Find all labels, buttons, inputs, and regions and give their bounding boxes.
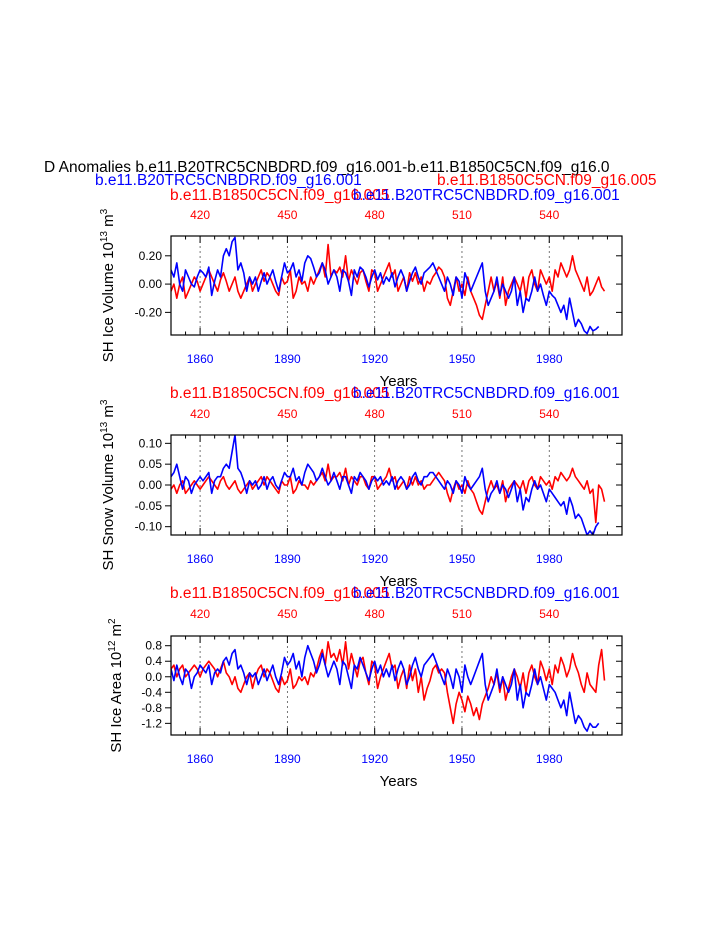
top-tick-label-420: 420 (190, 208, 210, 222)
top-tick-label-510: 510 (452, 407, 472, 421)
top-tick-label-420: 420 (190, 607, 210, 621)
top-tick-label-450: 450 (277, 208, 297, 222)
y-axis-label-part: SH Ice Volume 10 (100, 242, 117, 362)
top-tick-label-420: 420 (190, 407, 210, 421)
panel-right-label: b.e11.B20TRC5CNBDRD.f09_g16.001 (353, 187, 620, 204)
header-left-run: b.e11.B20TRC5CNBDRD.f09_g16.001 (95, 172, 362, 189)
panel-right-label: b.e11.B20TRC5CNBDRD.f09_g16.001 (353, 585, 620, 602)
x-tick-label-1860: 1860 (187, 752, 214, 766)
y-tick-label-0.8: 0.8 (145, 639, 162, 653)
plot-frame (170, 235, 623, 336)
y-tick-label--0.05: -0.05 (135, 499, 163, 513)
control-series-line (171, 640, 606, 725)
x-tick-label-1950: 1950 (449, 552, 476, 566)
top-tick-label-510: 510 (452, 607, 472, 621)
y-axis-label-part: SH Ice Area 10 (108, 652, 125, 753)
x-axis-label: Years (380, 573, 418, 590)
plot-frame (170, 635, 623, 736)
y-axis-label: SH Ice Volume 1013 m3 (99, 208, 117, 362)
y-tick-label--0.8: -0.8 (141, 701, 162, 715)
x-tick-label-1980: 1980 (536, 352, 563, 366)
series-group (171, 640, 606, 732)
y-axis-label-part: 12 (107, 640, 118, 652)
y-tick-label-0.10: 0.10 (139, 436, 163, 450)
y-tick-label-0.20: 0.20 (139, 249, 163, 263)
top-tick-label-480: 480 (365, 407, 385, 421)
x-tick-label-1890: 1890 (274, 352, 301, 366)
y-axis-label: SH Ice Area 1012 m2 (107, 618, 125, 753)
x-tick-label-1920: 1920 (361, 752, 388, 766)
snow-volume-panel: b.e11.B1850C5CN.f09_g16.005b.e11.B20TRC5… (99, 385, 623, 590)
top-tick-label-540: 540 (539, 607, 559, 621)
y-tick-label--0.4: -0.4 (141, 685, 162, 699)
x-tick-label-1980: 1980 (536, 752, 563, 766)
y-tick-label-0.0: 0.0 (145, 670, 162, 684)
y-axis-label-part: 3 (99, 399, 110, 405)
y-tick-label-0.05: 0.05 (139, 457, 163, 471)
y-axis-label-part: 2 (107, 618, 118, 624)
x-tick-label-1980: 1980 (536, 552, 563, 566)
figure-title: D Anomalies b.e11.B20TRC5CNBDRD.f09_g16.… (44, 159, 610, 176)
top-tick-label-480: 480 (365, 607, 385, 621)
x-axis-label: Years (380, 373, 418, 390)
transient-series-line (171, 644, 600, 732)
transient-series-line (171, 236, 600, 335)
x-tick-label-1890: 1890 (274, 752, 301, 766)
x-tick-label-1890: 1890 (274, 552, 301, 566)
ice-volume-panel: b.e11.B1850C5CN.f09_g16.005b.e11.B20TRC5… (99, 187, 623, 390)
top-tick-label-450: 450 (277, 607, 297, 621)
y-tick-label-0.4: 0.4 (145, 654, 162, 668)
series-group (171, 435, 606, 535)
top-tick-label-540: 540 (539, 407, 559, 421)
series-group (171, 236, 606, 335)
y-axis-label-part: m (100, 214, 117, 231)
y-axis-label-part: 13 (99, 421, 110, 433)
y-axis-label-part: m (100, 405, 117, 422)
panel-left-label: b.e11.B1850C5CN.f09_g16.005 (170, 585, 389, 602)
header-right-run: b.e11.B1850C5CN.f09_g16.005 (437, 172, 656, 189)
y-axis-label-part: SH Snow Volume 10 (100, 433, 117, 571)
y-axis-label-part: 13 (99, 231, 110, 243)
transient-series-line (171, 435, 600, 535)
x-tick-label-1920: 1920 (361, 352, 388, 366)
y-tick-label-0.00: 0.00 (139, 478, 163, 492)
panel-left-label: b.e11.B1850C5CN.f09_g16.005 (170, 187, 389, 204)
x-axis-label: Years (380, 773, 418, 790)
y-tick-label--1.2: -1.2 (141, 716, 162, 730)
y-tick-label--0.20: -0.20 (135, 305, 163, 319)
control-series-line (171, 243, 606, 321)
y-axis-label-part: 3 (99, 208, 110, 214)
control-series-line (171, 463, 606, 524)
x-tick-label-1860: 1860 (187, 552, 214, 566)
panel-right-label: b.e11.B20TRC5CNBDRD.f09_g16.001 (353, 385, 620, 402)
top-tick-label-540: 540 (539, 208, 559, 222)
y-tick-label-0.00: 0.00 (139, 277, 163, 291)
top-tick-label-510: 510 (452, 208, 472, 222)
y-axis-label: SH Snow Volume 1013 m3 (99, 399, 117, 570)
ice-area-panel: b.e11.B1850C5CN.f09_g16.005b.e11.B20TRC5… (107, 585, 623, 790)
y-tick-label--0.10: -0.10 (135, 520, 163, 534)
x-tick-label-1920: 1920 (361, 552, 388, 566)
x-tick-label-1860: 1860 (187, 352, 214, 366)
top-tick-label-450: 450 (277, 407, 297, 421)
top-tick-label-480: 480 (365, 208, 385, 222)
x-tick-label-1950: 1950 (449, 352, 476, 366)
y-axis-label-part: m (108, 624, 125, 641)
panel-left-label: b.e11.B1850C5CN.f09_g16.005 (170, 385, 389, 402)
x-tick-label-1950: 1950 (449, 752, 476, 766)
